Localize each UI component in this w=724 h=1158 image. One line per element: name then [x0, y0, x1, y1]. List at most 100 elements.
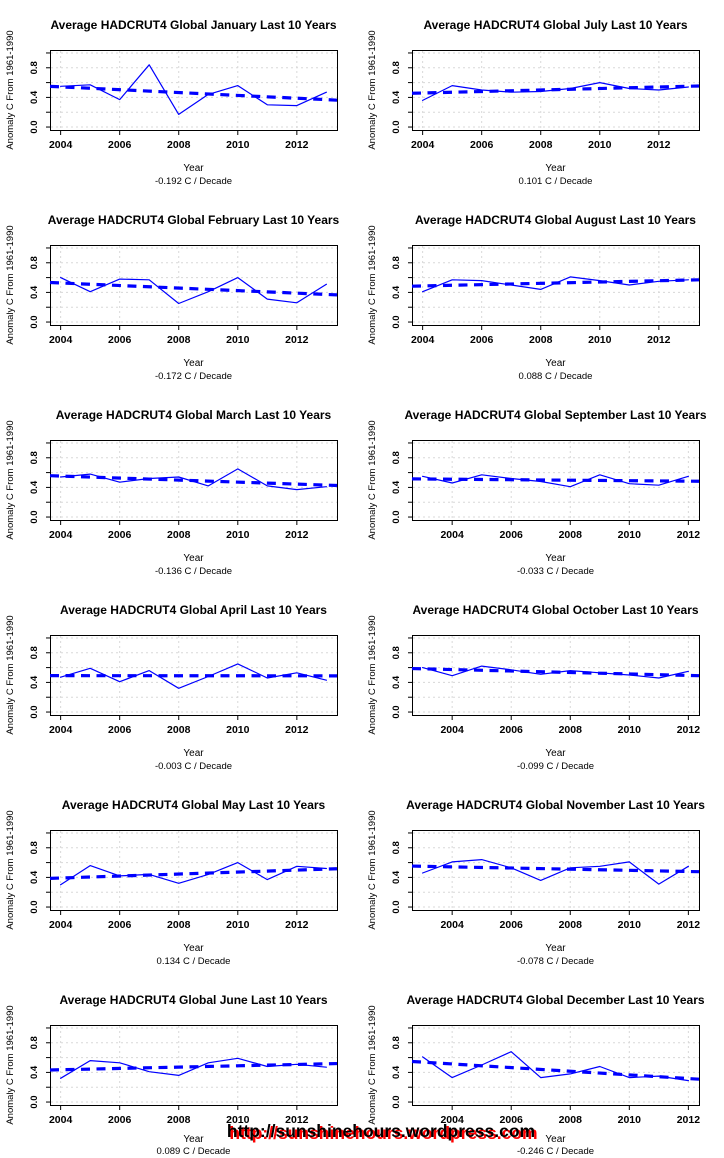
trend-line [49, 280, 338, 297]
chart-svg: 0.0 0.4 0.8 2004 2006 2008 2010 2012 Average HAD… [367, 18, 700, 187]
chart-july: 0.0 0.4 0.8 2004 2006 2008 2010 2012 Average HAD… [362, 0, 724, 195]
y-axis-label: Anomaly C From 1961-1990 [5, 30, 16, 149]
x-axis-tick-label: 2010 [618, 529, 642, 541]
x-axis-label: Year [183, 163, 204, 174]
y-axis-tick-label: 0.4 [391, 90, 402, 104]
y-axis-label: Anomaly C From 1961-1990 [5, 810, 16, 929]
y-axis-tick-label: 0.4 [391, 285, 402, 299]
x-axis-tick-label: 2006 [108, 334, 132, 346]
chart-svg: 0.0 0.4 0.8 2004 2006 2008 2010 2012 Average HAD… [367, 213, 700, 382]
x-axis-tick-label: 2004 [411, 139, 435, 151]
x-axis-tick-label: 2004 [49, 334, 73, 346]
chart-title: Average HADCRUT4 Global June Last 10 Yea… [59, 993, 327, 1007]
x-axis-tick-label: 2012 [677, 919, 701, 931]
x-axis-label: Year [545, 553, 566, 564]
trend-value-label: -0.246 C / Decade [517, 1146, 594, 1157]
x-axis-tick-label: 2012 [677, 1114, 701, 1126]
y-axis-label: Anomaly C From 1961-1990 [367, 420, 378, 539]
x-axis-tick-label: 2008 [529, 334, 553, 346]
x-axis-tick-label: 2008 [167, 724, 191, 736]
chart-svg: 0.0 0.4 0.8 2004 2006 2008 2010 2012 Average HAD… [5, 798, 338, 967]
y-axis-tick-label: 0.8 [29, 841, 40, 854]
x-axis-label: Year [183, 358, 204, 369]
trend-value-label: -0.078 C / Decade [517, 956, 594, 967]
y-axis-tick-label: 0.4 [29, 870, 40, 884]
chart-november: 0.0 0.4 0.8 2004 2006 2008 2010 2012 Average HAD… [362, 780, 724, 975]
footer-url-link[interactable]: http://sunshinehours.wordpress.com [226, 1121, 536, 1141]
trend-value-label: -0.003 C / Decade [155, 761, 232, 772]
x-axis-tick-label: 2004 [440, 919, 464, 931]
chart-title: Average HADCRUT4 Global July Last 10 Yea… [423, 18, 687, 32]
y-axis-tick-label: 0.8 [391, 61, 402, 74]
chart-title: Average HADCRUT4 Global October Last 10 … [412, 603, 698, 617]
x-axis-label: Year [183, 943, 204, 954]
data-line [59, 64, 327, 116]
x-axis-tick-label: 2008 [167, 334, 191, 346]
chart-september: 0.0 0.4 0.8 2004 2006 2008 2010 2012 Average HAD… [362, 390, 724, 585]
y-axis-tick-label: 0.4 [391, 870, 402, 884]
chart-svg: 0.0 0.4 0.8 2004 2006 2008 2010 2012 Average HAD… [5, 993, 338, 1157]
x-axis-tick-label: 2012 [677, 724, 701, 736]
x-axis-tick-label: 2010 [588, 334, 612, 346]
data-line [421, 276, 689, 293]
chart-title: Average HADCRUT4 Global December Last 10… [406, 993, 704, 1007]
y-axis-tick-label: 0.0 [391, 120, 402, 133]
trend-value-label: 0.088 C / Decade [519, 371, 593, 382]
x-axis-tick-label: 2004 [440, 529, 464, 541]
x-axis-label: Year [545, 1134, 566, 1145]
chart-january: 0.0 0.4 0.8 2004 2006 2008 2010 2012 Average HAD… [0, 0, 362, 195]
chart-svg: 0.0 0.4 0.8 2004 2006 2008 2010 2012 Average HAD… [5, 213, 340, 382]
x-axis-tick-label: 2006 [470, 334, 494, 346]
x-axis-tick-label: 2006 [500, 919, 524, 931]
y-axis-label: Anomaly C From 1961-1990 [5, 615, 16, 734]
y-axis-label: Anomaly C From 1961-1990 [367, 30, 378, 149]
trend-value-label: 0.101 C / Decade [519, 176, 593, 187]
plot-box [412, 1025, 700, 1106]
y-axis-tick-label: 0.8 [29, 646, 40, 659]
x-axis-tick-label: 2012 [285, 334, 309, 346]
y-axis-tick-label: 0.4 [391, 675, 402, 689]
y-axis-tick-label: 0.8 [391, 256, 402, 269]
chart-may: 0.0 0.4 0.8 2004 2006 2008 2010 2012 Average HAD… [0, 780, 362, 975]
x-axis-tick-label: 2004 [49, 139, 73, 151]
trend-value-label: -0.136 C / Decade [155, 566, 232, 577]
plot-box [50, 1025, 338, 1106]
chart-august: 0.0 0.4 0.8 2004 2006 2008 2010 2012 Average HAD… [362, 195, 724, 390]
x-axis-tick-label: 2004 [49, 919, 73, 931]
chart-title: Average HADCRUT4 Global February Last 10… [48, 213, 340, 227]
y-axis-label: Anomaly C From 1961-1990 [5, 420, 16, 539]
y-axis-tick-label: 0.8 [29, 451, 40, 464]
trend-line [411, 864, 700, 874]
y-axis-label: Anomaly C From 1961-1990 [367, 810, 378, 929]
x-axis-tick-label: 2010 [226, 334, 250, 346]
y-axis-tick-label: 0.0 [29, 900, 40, 913]
trend-value-label: -0.099 C / Decade [517, 761, 594, 772]
x-axis-label: Year [183, 748, 204, 759]
x-axis-tick-label: 2008 [559, 724, 583, 736]
data-line [421, 81, 689, 102]
y-axis-tick-label: 0.0 [29, 315, 40, 328]
y-axis-tick-label: 0.4 [29, 675, 40, 689]
data-line [421, 1051, 689, 1082]
x-axis-label: Year [545, 358, 566, 369]
data-line [59, 1057, 327, 1079]
data-line [421, 858, 689, 885]
x-axis-tick-label: 2008 [559, 919, 583, 931]
y-axis-tick-label: 0.0 [391, 900, 402, 913]
x-axis-tick-label: 2006 [108, 529, 132, 541]
x-axis-tick-label: 2010 [226, 139, 250, 151]
x-axis-tick-label: 2008 [559, 1114, 583, 1126]
x-axis-tick-label: 2006 [108, 919, 132, 931]
x-axis-tick-label: 2012 [647, 334, 671, 346]
y-axis-tick-label: 0.0 [391, 315, 402, 328]
chart-title: Average HADCRUT4 Global August Last 10 Y… [415, 213, 696, 227]
trend-value-label: 0.134 C / Decade [157, 956, 231, 967]
chart-title: Average HADCRUT4 Global March Last 10 Ye… [56, 408, 332, 422]
x-axis-tick-label: 2010 [226, 919, 250, 931]
y-axis-label: Anomaly C From 1961-1990 [5, 1005, 16, 1124]
y-axis-tick-label: 0.0 [29, 705, 40, 718]
x-axis-tick-label: 2006 [108, 724, 132, 736]
y-axis-tick-label: 0.0 [391, 705, 402, 718]
